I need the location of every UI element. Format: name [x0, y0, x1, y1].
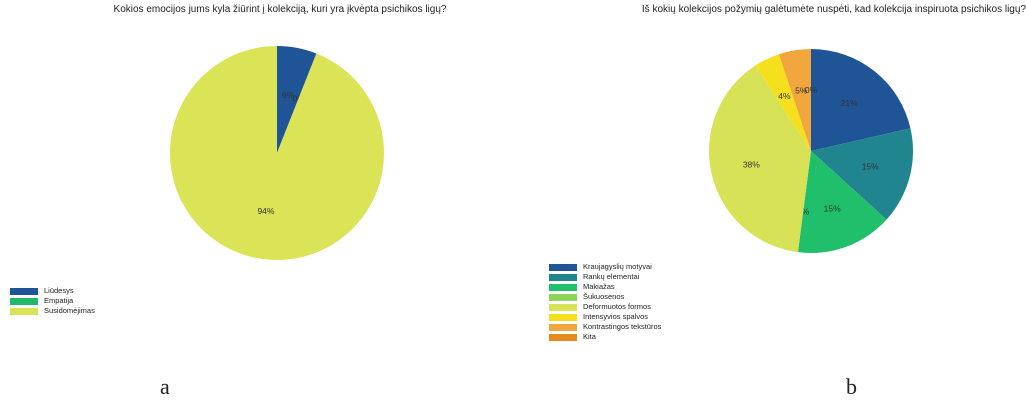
slice-label: 15% [824, 203, 841, 213]
legend-item: Empatija [10, 296, 95, 306]
legend-label: Deformuotos formos [583, 302, 651, 311]
legend-item: Deformuotos formos [549, 302, 661, 312]
legend-swatch [549, 263, 577, 271]
legend-item: Liūdesys [10, 286, 95, 296]
slice-label: 94% [257, 206, 274, 216]
chart-panel-b: Iš kokių kolekcijos požymių galėtumėte n… [513, 0, 1026, 400]
slice-label: 6% [282, 90, 295, 100]
legend-item: Kita [549, 332, 661, 342]
legend-label: Makiažas [583, 282, 615, 291]
legend-item: Rankų elementai [549, 272, 661, 282]
legend-swatch [549, 303, 577, 311]
pie-chart-b: 21%15%15%0%38%4%5%0% [709, 49, 913, 253]
slice-label: 0% [797, 207, 810, 217]
legend-item: Šukuosenos [549, 292, 661, 302]
legend-item: Intensyvios spalvos [549, 312, 661, 322]
legend-swatch [549, 283, 577, 291]
pie-slice [709, 65, 811, 253]
legend-label: Kita [583, 332, 596, 341]
chart-title: Iš kokių kolekcijos požymių galėtumėte n… [641, 4, 1026, 15]
slice-label: 21% [841, 98, 858, 108]
pie-slice [277, 46, 317, 153]
pie-slice [811, 128, 913, 220]
slice-label: 38% [743, 160, 760, 170]
legend-swatch [549, 333, 577, 341]
legend-label: Susidomėjimas [44, 306, 95, 315]
legend-swatch [10, 287, 38, 295]
legend-swatch [10, 297, 38, 305]
legend-swatch [549, 273, 577, 281]
slice-label: 5% [795, 86, 808, 96]
legend-label: Liūdesys [44, 286, 74, 295]
legend-label: Kraujagyslių motyvai [583, 262, 652, 271]
chart-panel-a: Kokios emocijos jums kyla žiūrint į kole… [10, 4, 446, 399]
legend-swatch [549, 323, 577, 331]
legend-swatch [10, 307, 38, 315]
legend-label: Rankų elementai [583, 272, 640, 281]
pie-slice [169, 46, 384, 260]
legend-label: Empatija [44, 296, 74, 305]
slice-label: 15% [862, 162, 879, 172]
legend-label: Intensyvios spalvos [583, 312, 649, 321]
slice-label: 4% [778, 91, 791, 101]
pie-chart-a: 6%0%94% [169, 46, 384, 260]
legend-label: Kontrastingos tekstūros [583, 322, 662, 331]
chart-title: Kokios emocijos jums kyla žiūrint į kole… [113, 4, 447, 15]
panel-label: a [160, 374, 170, 399]
pie-slice [811, 49, 911, 151]
legend: Kraujagyslių motyvai Rankų elementai Makia… [549, 262, 661, 342]
pie-slice [778, 49, 811, 151]
slice-label: 0% [805, 85, 818, 95]
pie-slice [797, 151, 887, 253]
legend-label: Šukuosenos [583, 292, 625, 301]
legend: Liūdesys Empatija Susidomėjimas [10, 286, 95, 316]
legend-item: Kraujagyslių motyvai [549, 262, 661, 272]
legend-item: Makiažas [549, 282, 661, 292]
legend-item: Susidomėjimas [10, 306, 95, 316]
legend-swatch [549, 313, 577, 321]
legend-item: Kontrastingos tekstūros [549, 322, 661, 332]
legend-swatch [549, 293, 577, 301]
panel-label: b [846, 374, 857, 399]
pie-slice [755, 54, 811, 151]
